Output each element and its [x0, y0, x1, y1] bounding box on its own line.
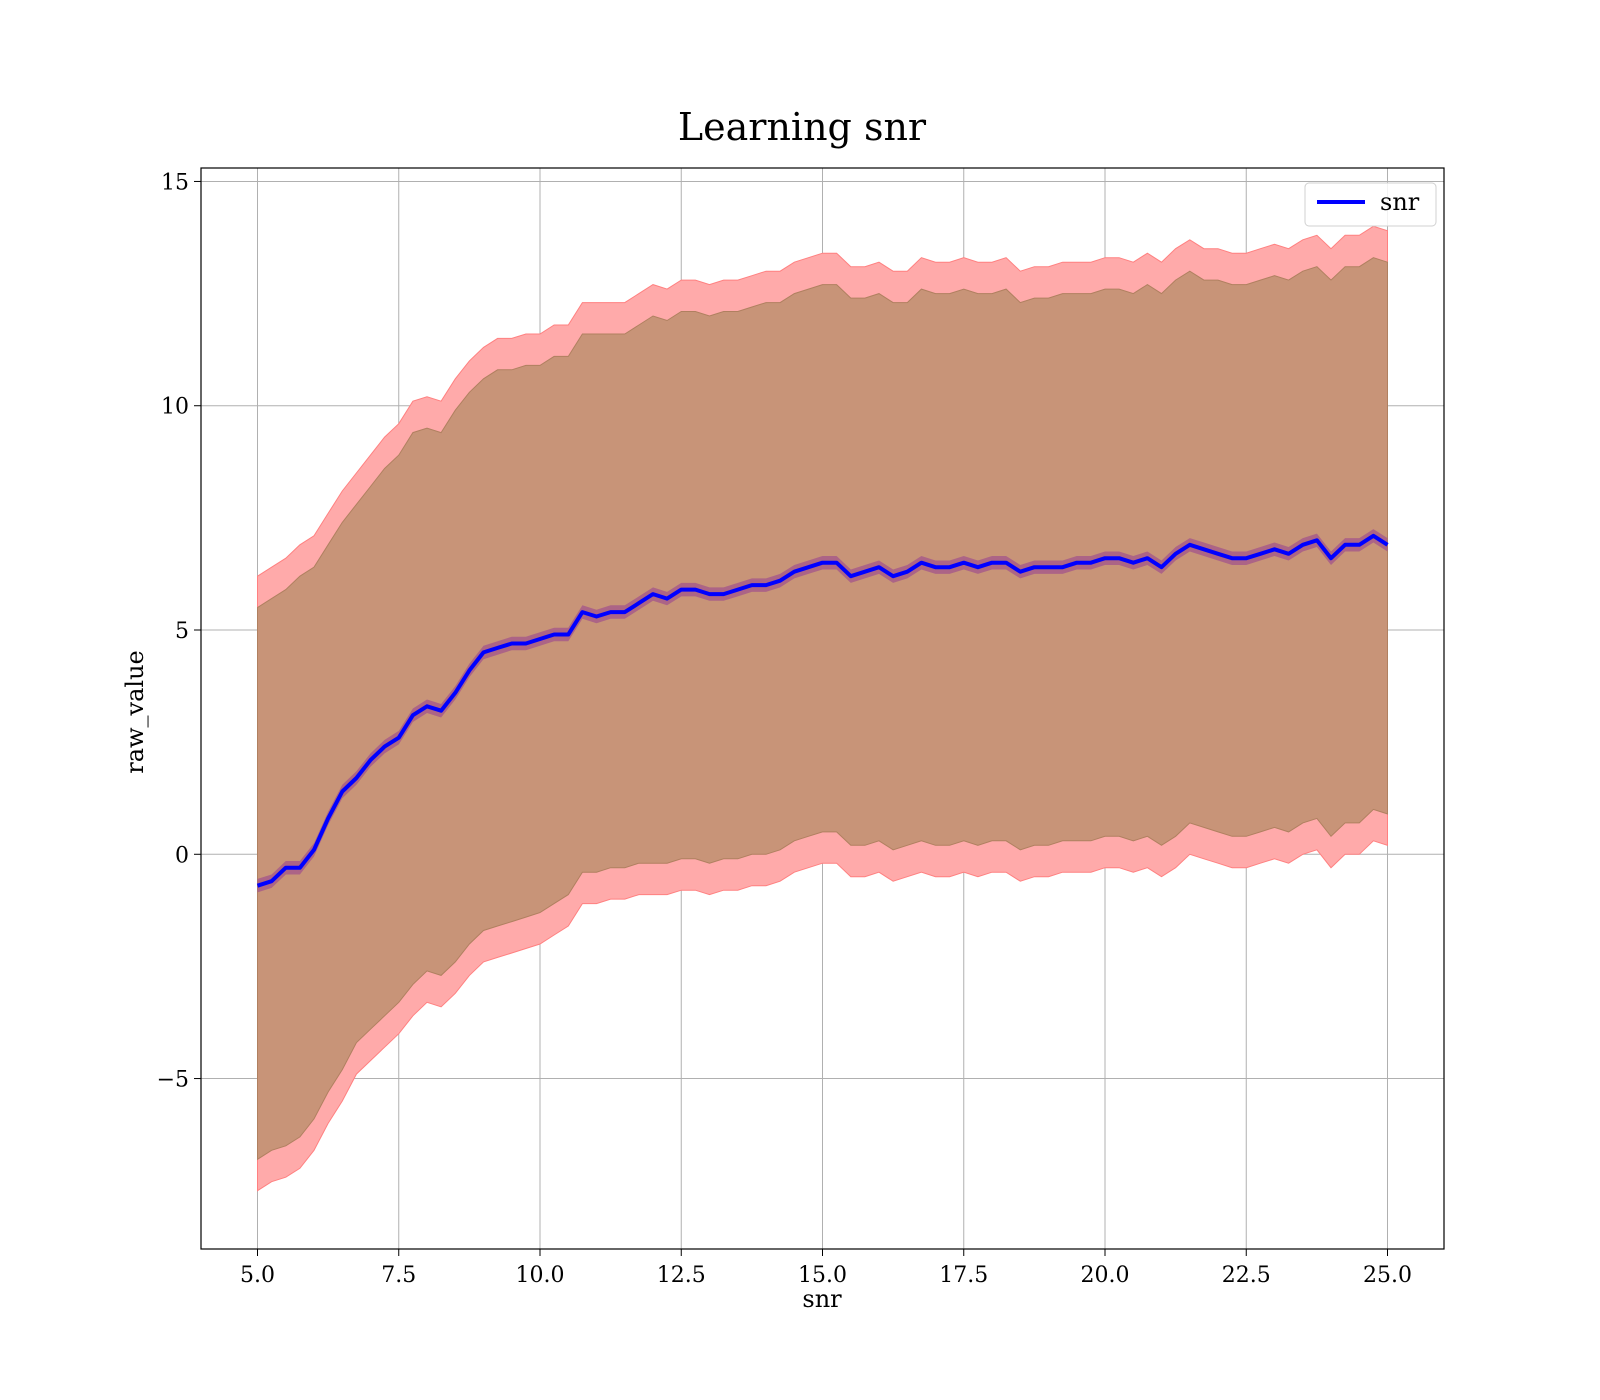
x-tick-label: 10.0: [516, 1263, 565, 1288]
y-axis: −5 0 5 10 15: [157, 170, 201, 1093]
series-line-snr: [256, 533, 1389, 888]
x-tick-label: 22.5: [1222, 1263, 1271, 1288]
y-tick-label: 0: [175, 843, 189, 868]
series-layer: [256, 533, 1389, 888]
chart-title: Learning snr: [678, 105, 927, 149]
y-tick-label: 15: [161, 170, 189, 195]
x-tick-label: 17.5: [939, 1263, 988, 1288]
x-axis: 5.0 7.5 10.0 12.5 15.0 17.5 20.0 22.5 25.0: [240, 1249, 1412, 1288]
x-tick-label: 12.5: [657, 1263, 706, 1288]
y-axis-label: raw_value: [121, 650, 149, 774]
x-tick-label: 25.0: [1363, 1263, 1412, 1288]
legend: snr: [1304, 182, 1437, 227]
x-axis-label: snr: [802, 1285, 842, 1313]
legend-label-snr: snr: [1380, 188, 1420, 216]
x-tick-label: 20.0: [1081, 1263, 1130, 1288]
y-tick-label: 10: [161, 395, 189, 420]
x-tick-label: 7.5: [381, 1263, 416, 1288]
bands: [257, 225, 1388, 1192]
x-tick-label: 15.0: [798, 1263, 847, 1288]
legend-box: [1304, 182, 1437, 227]
inner-band: [257, 257, 1388, 1161]
y-tick-label: −5: [157, 1068, 189, 1093]
y-tick-label: 5: [175, 619, 189, 644]
x-tick-label: 5.0: [240, 1263, 275, 1288]
